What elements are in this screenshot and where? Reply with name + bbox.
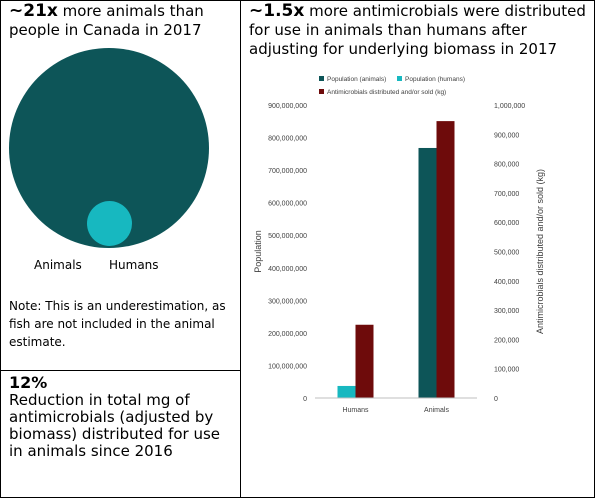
right-tick-label: 400,000 <box>494 279 519 286</box>
antimicrobial-headline: ~1.5x more antimicrobials were distribut… <box>249 2 591 59</box>
bar-animals-antimicrobials <box>436 121 455 399</box>
left-tick-label: 700,000,000 <box>268 168 307 175</box>
legend-swatch <box>397 76 402 81</box>
antimicrobial-ratio: ~1.5x <box>249 1 305 21</box>
right-tick-label: 100,000 <box>494 367 519 374</box>
bar-humans-population <box>337 385 356 398</box>
humans-bubble-label: Humans <box>109 258 159 272</box>
chart-legend: Population (animals) Population (humans) A… <box>319 76 465 96</box>
right-tick-label: 900,000 <box>494 132 519 139</box>
antimicrobial-headline-text: more antimicrobials were distributed for… <box>249 2 586 58</box>
category-labels: Humans Animals <box>342 407 449 414</box>
footnote: Note: This is an underestimation, as fis… <box>9 299 226 349</box>
population-headline: ~21x more animals than people in Canada … <box>9 2 237 40</box>
left-tick-label: 300,000,000 <box>268 298 307 305</box>
category-label: Animals <box>424 407 449 414</box>
left-tick-label: 400,000,000 <box>268 266 307 273</box>
left-tick-label: 600,000,000 <box>268 201 307 208</box>
left-axis-ticks: 0 100,000,000 200,000,000 300,000,000 400,00… <box>268 103 307 403</box>
reduction-text: Reduction in total mg of antimicrobials … <box>9 391 221 460</box>
left-tick-label: 900,000,000 <box>268 103 307 110</box>
legend-swatch <box>319 76 324 81</box>
legend-label: Population (animals) <box>327 76 386 83</box>
bar-humans-antimicrobials <box>355 324 374 398</box>
left-tick-label: 500,000,000 <box>268 233 307 240</box>
population-ratio: ~21x <box>9 1 58 21</box>
legend-label: Antimicrobials distributed and/or sold (… <box>327 89 446 96</box>
panel-divider-vertical <box>240 0 241 498</box>
right-tick-label: 700,000 <box>494 191 519 198</box>
right-tick-label: 500,000 <box>494 250 519 257</box>
left-tick-label: 800,000,000 <box>268 136 307 143</box>
right-axis-ticks: 0 100,000 200,000 300,000 400,000 500,000 600,… <box>494 103 525 403</box>
category-label: Humans <box>342 407 369 414</box>
right-tick-label: 1,000,000 <box>494 103 525 110</box>
legend-label: Population (humans) <box>405 76 465 83</box>
right-tick-label: 800,000 <box>494 162 519 169</box>
right-axis-title: Antimicrobials distributed and/or sold (… <box>535 169 545 334</box>
right-tick-label: 600,000 <box>494 220 519 227</box>
bar-chart: Population (animals) Population (humans) A… <box>241 70 561 420</box>
population-headline-text: more animals than people in Canada in 20… <box>9 2 204 39</box>
left-tick-label: 0 <box>303 396 307 403</box>
left-tick-label: 100,000,000 <box>268 363 307 370</box>
legend-swatch <box>319 89 324 94</box>
right-tick-label: 200,000 <box>494 337 519 344</box>
panel-divider-horizontal <box>0 370 241 371</box>
chart-bars <box>337 121 455 399</box>
bar-animals-population <box>418 147 437 398</box>
left-tick-label: 200,000,000 <box>268 331 307 338</box>
right-tick-label: 300,000 <box>494 308 519 315</box>
humans-bubble <box>87 201 132 246</box>
reduction-panel: 12% Reduction in total mg of antimicrobi… <box>9 373 237 460</box>
reduction-stat: 12% <box>9 373 48 392</box>
left-axis-title: Population <box>253 230 263 273</box>
right-tick-label: 0 <box>494 396 498 403</box>
animals-bubble-label: Animals <box>34 258 82 272</box>
